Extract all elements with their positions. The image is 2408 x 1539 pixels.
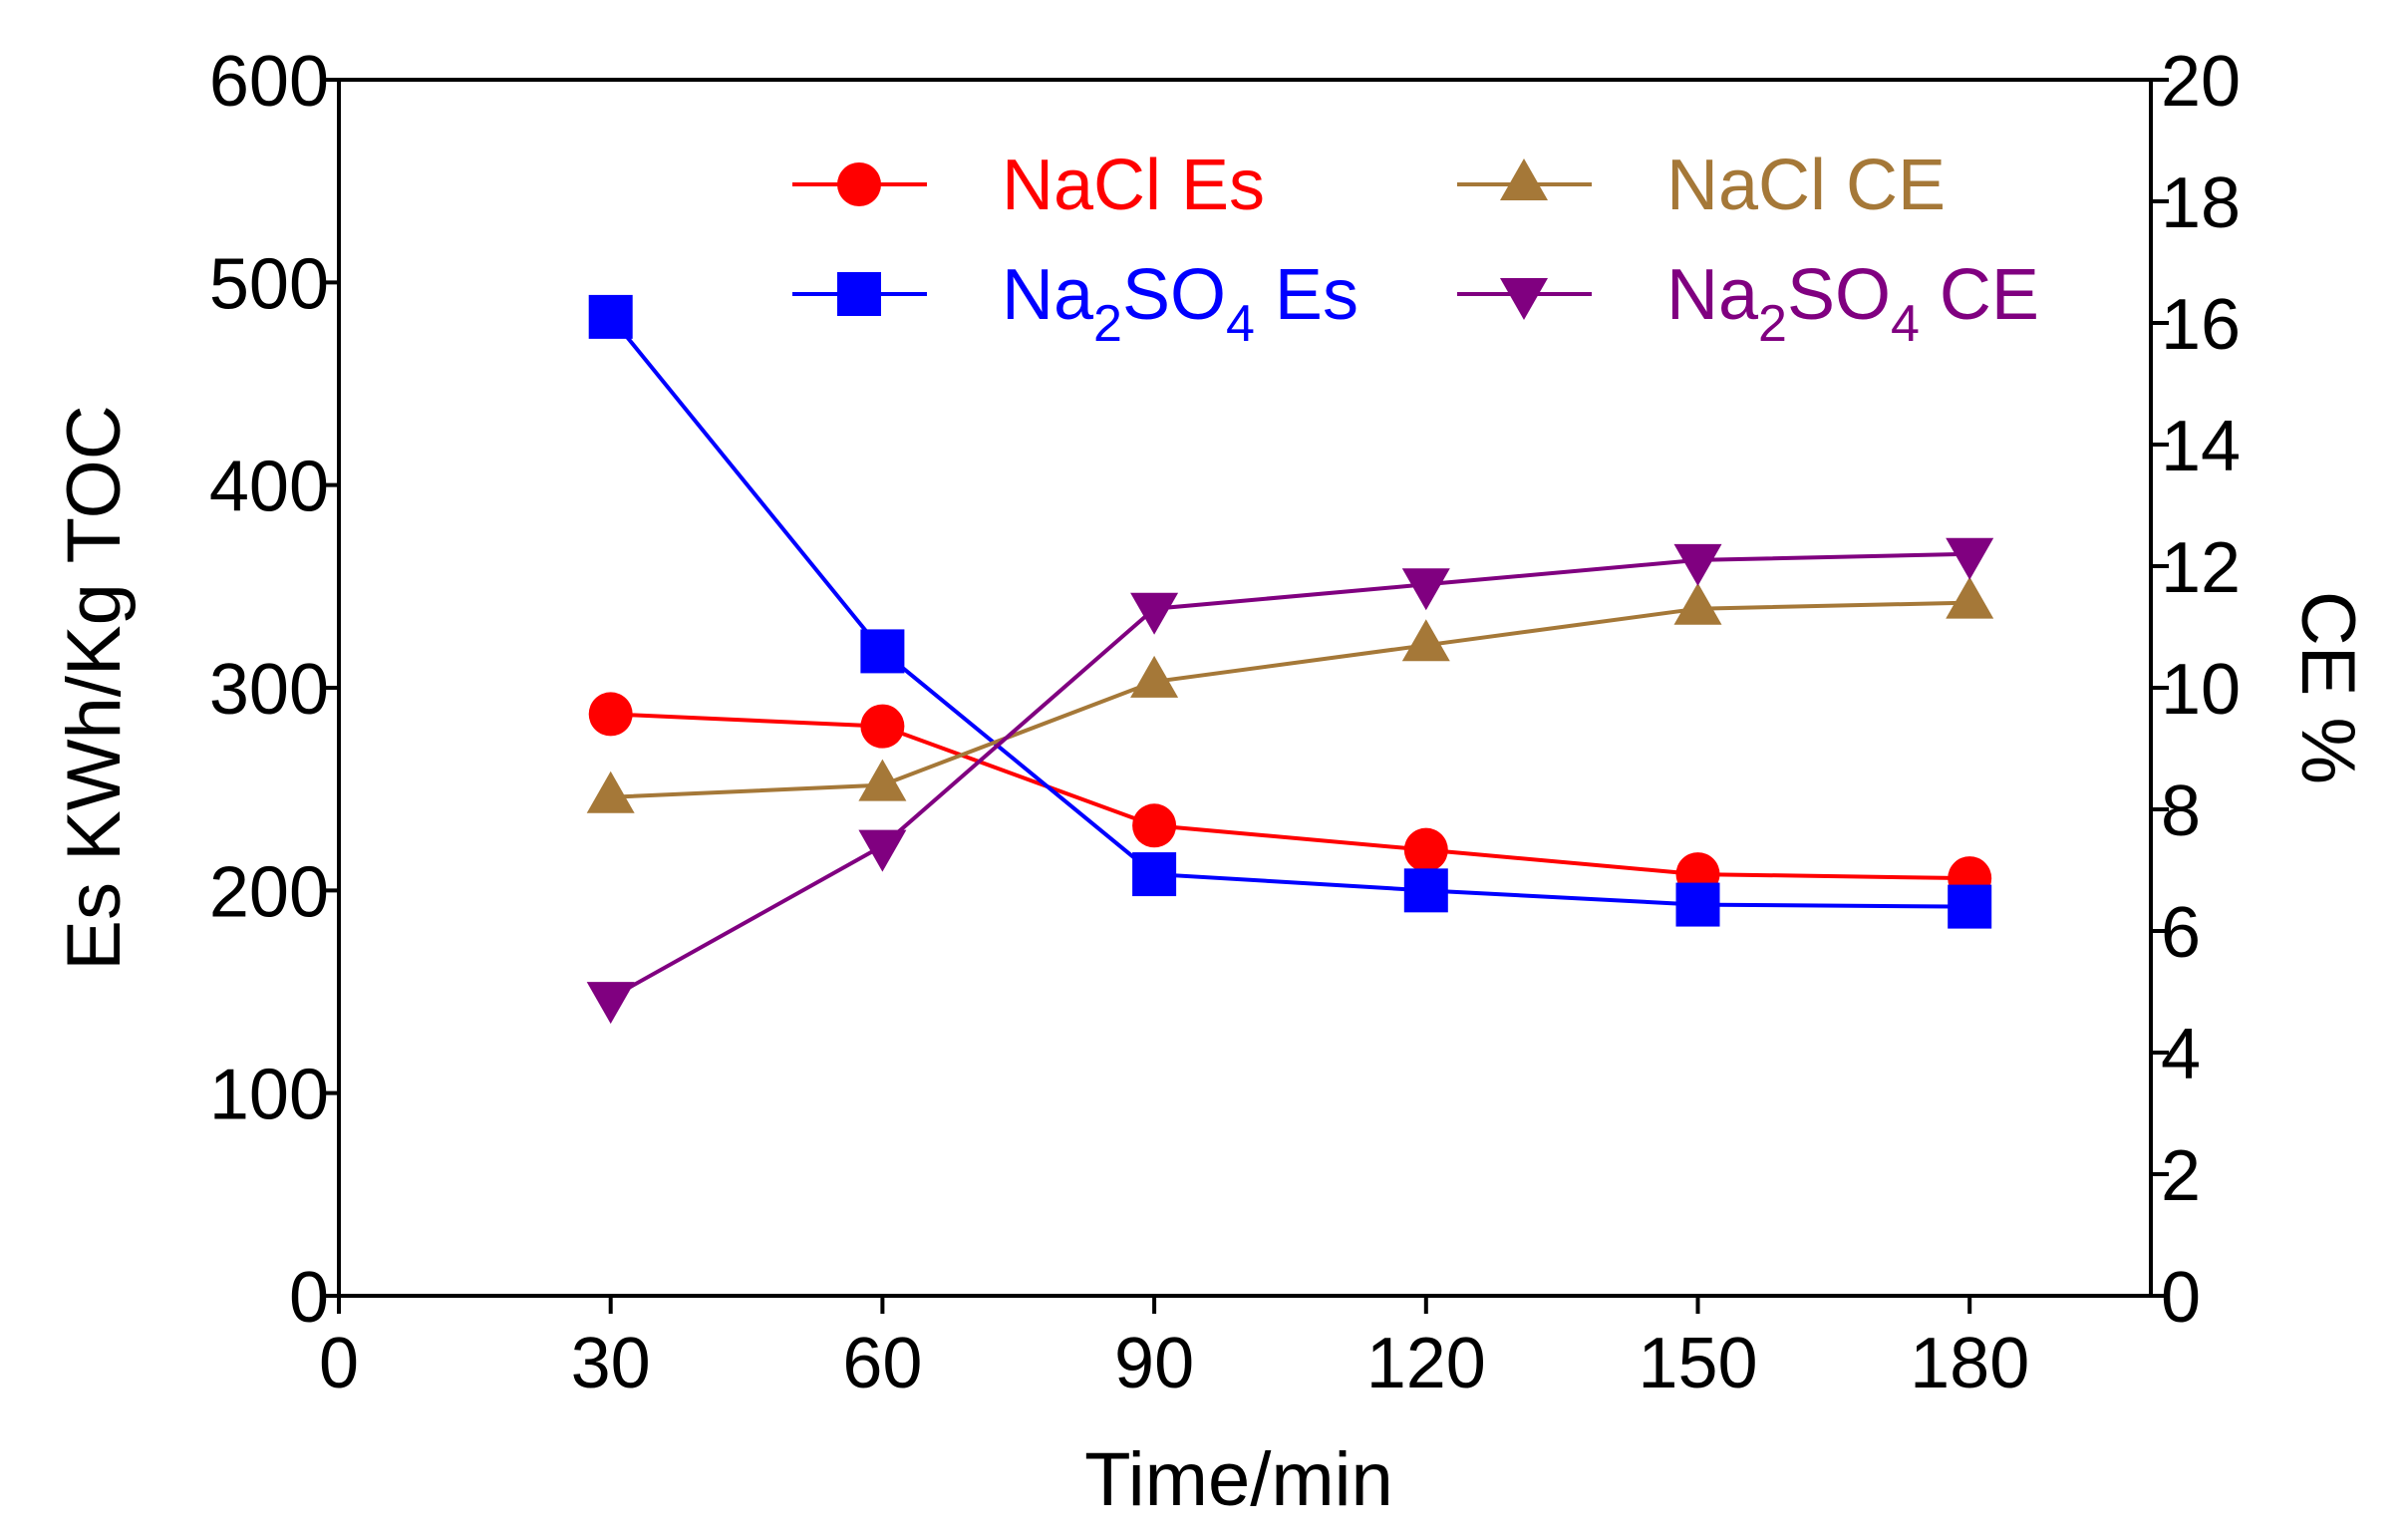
- series-line: [610, 600, 1970, 799]
- y2-tick-label: 8: [2161, 771, 2201, 851]
- data-point: [1130, 592, 1179, 635]
- y-tick-label: 400: [209, 448, 329, 527]
- y2-tick-label: 4: [2161, 1015, 2201, 1094]
- data-point: [1946, 576, 1994, 619]
- series-line: [610, 712, 1970, 881]
- data-point: [588, 294, 633, 339]
- y-tick-label: 200: [209, 852, 329, 932]
- y2-tick-label: 20: [2161, 42, 2241, 122]
- legend-marker: [1500, 158, 1548, 200]
- y2-tick-label: 2: [2161, 1136, 2201, 1216]
- legend-marker: [837, 272, 881, 316]
- data-point: [586, 770, 635, 813]
- x-axis: 0 30 60 90 120 150 180: [319, 1296, 2029, 1403]
- y2-axis-title: CE %: [2285, 591, 2370, 784]
- series-line: [609, 315, 1970, 909]
- series-layer: [586, 294, 1994, 1025]
- series-line: [609, 551, 1970, 1000]
- legend-label: Na2SO4 Es: [1002, 255, 1358, 353]
- legend-label-sub: 4: [1891, 295, 1920, 353]
- y-tick-label: 0: [289, 1258, 329, 1338]
- data-point: [858, 759, 907, 801]
- legend-label-part: CE: [1920, 255, 2039, 335]
- data-point: [858, 829, 907, 872]
- data-point: [586, 982, 635, 1025]
- x-tick-label: 180: [1910, 1324, 2029, 1403]
- legend-label-part: Na: [1666, 255, 1759, 335]
- legend-marker: [1500, 278, 1548, 320]
- x-tick-label: 120: [1366, 1324, 1486, 1403]
- x-tick-label: 0: [319, 1324, 359, 1403]
- data-point: [1673, 543, 1722, 586]
- data-point: [1403, 827, 1448, 872]
- legend-label-part: Es: [1255, 255, 1358, 335]
- series-na2so4-ce: [586, 537, 1994, 1025]
- y2-tick-label: 0: [2161, 1258, 2201, 1338]
- legend-label-sub: 2: [1093, 295, 1122, 353]
- y-tick-label: 100: [209, 1056, 329, 1135]
- x-tick-label: 150: [1638, 1324, 1757, 1403]
- y-tick-label: 600: [209, 42, 329, 122]
- data-point: [1675, 882, 1720, 927]
- series-nacl-ce: [586, 576, 1994, 813]
- legend-label-sub: 2: [1758, 295, 1787, 353]
- legend-label-part: Na: [1002, 255, 1094, 335]
- legend-marker: [837, 162, 881, 206]
- data-point: [1132, 852, 1177, 897]
- data-point: [1130, 655, 1179, 698]
- data-point: [1948, 884, 1992, 929]
- legend-item: NaCl CE: [1457, 146, 1946, 225]
- legend-item: Na2SO4 CE: [1457, 255, 2039, 353]
- y2-tick-label: 16: [2161, 285, 2241, 365]
- data-point: [1673, 582, 1722, 625]
- y2-tick-label: 10: [2161, 650, 2241, 730]
- legend-label-sub: 4: [1226, 295, 1255, 353]
- series-na2so4-es: [588, 294, 1992, 929]
- y-tick-label: 500: [209, 244, 329, 324]
- data-point: [588, 692, 633, 737]
- y-tick-label: 300: [209, 650, 329, 730]
- y-axis-left: 0 100 200 300 400 500 600: [209, 42, 339, 1338]
- legend-label: Na2SO4 CE: [1666, 255, 2039, 353]
- legend-label-part: SO: [1122, 255, 1226, 335]
- x-tick-label: 30: [571, 1324, 651, 1403]
- legend-item: Na2SO4 Es: [792, 255, 1358, 353]
- data-point: [1401, 568, 1450, 611]
- data-point: [1946, 537, 1994, 580]
- y-axis-right: 0 2 4 6 8 10 12 14 16 18 20: [2151, 42, 2241, 1338]
- data-point: [860, 629, 905, 674]
- data-point: [860, 704, 905, 749]
- x-axis-title: Time/min: [1084, 1437, 1393, 1522]
- data-point: [1132, 803, 1177, 848]
- legend-label-part: SO: [1787, 255, 1891, 335]
- y2-tick-label: 14: [2161, 407, 2241, 486]
- y-axis-title: Es KWh/Kg TOC: [52, 405, 137, 970]
- legend-label-part: NaCl CE: [1666, 146, 1946, 225]
- legend-item: NaCl Es: [792, 146, 1265, 225]
- legend-label: NaCl CE: [1666, 146, 1946, 225]
- y2-tick-label: 18: [2161, 163, 2241, 243]
- series-nacl-es: [588, 692, 1992, 901]
- y2-tick-label: 6: [2161, 893, 2201, 973]
- data-point: [1403, 868, 1448, 913]
- x-tick-label: 60: [842, 1324, 922, 1403]
- legend-label-part: NaCl Es: [1002, 146, 1265, 225]
- legend-label: NaCl Es: [1002, 146, 1265, 225]
- y2-tick-label: 12: [2161, 528, 2241, 608]
- x-tick-label: 90: [1114, 1324, 1194, 1403]
- data-point: [1401, 619, 1450, 662]
